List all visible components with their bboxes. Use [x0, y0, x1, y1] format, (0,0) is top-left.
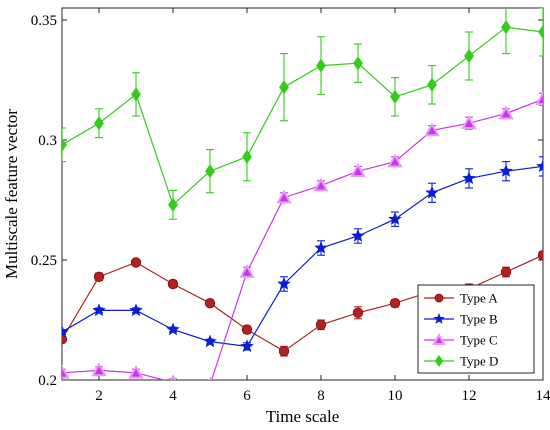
data-point-star	[499, 164, 513, 177]
data-point-diamond	[94, 116, 104, 131]
data-point-circle	[500, 266, 512, 278]
y-tick-label: 0.35	[31, 13, 57, 29]
data-point-circle	[93, 271, 105, 283]
x-tick-label: 10	[388, 388, 403, 404]
data-point-circle	[130, 257, 142, 268]
plot-frame	[61, 7, 544, 381]
data-point-star	[240, 339, 254, 353]
data-point-circle	[241, 324, 253, 335]
data-point-star	[462, 171, 476, 185]
data-point-star	[388, 212, 402, 225]
data-point-circle	[278, 346, 290, 357]
series-layer	[62, 8, 543, 380]
series-line	[62, 98, 543, 380]
x-tick-label: 14	[536, 388, 550, 404]
data-point-star	[92, 303, 106, 317]
data-point-star	[351, 228, 365, 242]
data-point-circle	[315, 319, 327, 331]
x-tick-label: 4	[169, 388, 177, 404]
axes: 2 4 6 8 10 12 14 0.2 0.25 0.3 0.35	[31, 7, 550, 404]
data-point-diamond	[131, 87, 141, 102]
series-type-b	[62, 156, 543, 353]
data-point-triangle	[169, 374, 177, 380]
data-point-diamond	[242, 149, 252, 164]
y-axis-label: Multiscale feature vector	[2, 109, 21, 279]
data-point-star	[129, 303, 143, 317]
series-line	[62, 26, 543, 206]
series-type-d	[62, 8, 543, 220]
data-point-star	[203, 334, 217, 348]
data-point-triangle	[535, 91, 543, 105]
data-point-triangle	[128, 364, 144, 379]
legend-label: Type D	[460, 354, 498, 369]
y-tick-label: 0.25	[31, 253, 57, 269]
x-tick-label: 8	[317, 388, 325, 404]
data-point-diamond	[353, 56, 363, 71]
data-point-diamond	[62, 137, 67, 152]
data-point-triangle	[208, 376, 212, 380]
data-point-triangle	[239, 263, 255, 278]
data-point-triangle	[498, 105, 514, 120]
data-point-triangle	[313, 177, 329, 192]
data-point-diamond	[501, 20, 511, 35]
data-point-star	[536, 159, 543, 173]
data-point-star	[277, 276, 291, 290]
data-point-diamond	[390, 89, 400, 104]
x-tick-label: 12	[462, 388, 477, 404]
data-point-circle	[204, 298, 216, 309]
series-type-c	[62, 91, 543, 380]
data-point-diamond	[434, 355, 444, 367]
data-point-diamond	[168, 197, 178, 212]
legend-label: Type C	[460, 333, 498, 348]
series-line	[62, 165, 543, 348]
x-axis-label: Time scale	[266, 407, 340, 426]
data-point-diamond	[316, 58, 326, 73]
data-point-circle	[537, 250, 543, 261]
data-point-star	[433, 312, 445, 324]
data-point-triangle	[350, 163, 366, 177]
data-point-star	[314, 240, 328, 254]
x-tick-label: 6	[243, 388, 251, 404]
data-point-star	[166, 322, 180, 336]
data-point-triangle	[387, 153, 403, 168]
x-tick-label: 2	[95, 388, 103, 404]
data-point-triangle	[91, 362, 107, 377]
legend: Type A Type B Type C Type D	[417, 284, 535, 374]
data-point-triangle	[276, 189, 292, 204]
legend-item: Type A	[424, 291, 498, 306]
legend-label: Type B	[460, 312, 498, 327]
y-tick-label: 0.3	[38, 133, 57, 149]
data-point-diamond	[538, 24, 543, 40]
data-point-diamond	[279, 80, 289, 95]
data-point-star	[62, 324, 69, 338]
data-point-diamond	[464, 48, 474, 64]
data-point-diamond	[205, 164, 215, 179]
legend-label: Type A	[460, 291, 498, 306]
legend-item: Type B	[424, 312, 498, 327]
data-point-circle	[352, 307, 364, 319]
data-point-circle	[167, 278, 179, 290]
data-point-triangle	[432, 332, 446, 345]
data-point-triangle	[62, 364, 70, 379]
data-point-circle	[434, 293, 444, 303]
legend-item: Type C	[424, 333, 498, 348]
data-point-star	[425, 185, 439, 199]
data-point-triangle	[461, 115, 477, 129]
y-tick-label: 0.2	[38, 373, 57, 389]
data-point-diamond	[427, 77, 437, 92]
data-point-circle	[389, 298, 401, 309]
legend-item: Type D	[424, 354, 498, 369]
data-point-triangle	[424, 122, 440, 137]
